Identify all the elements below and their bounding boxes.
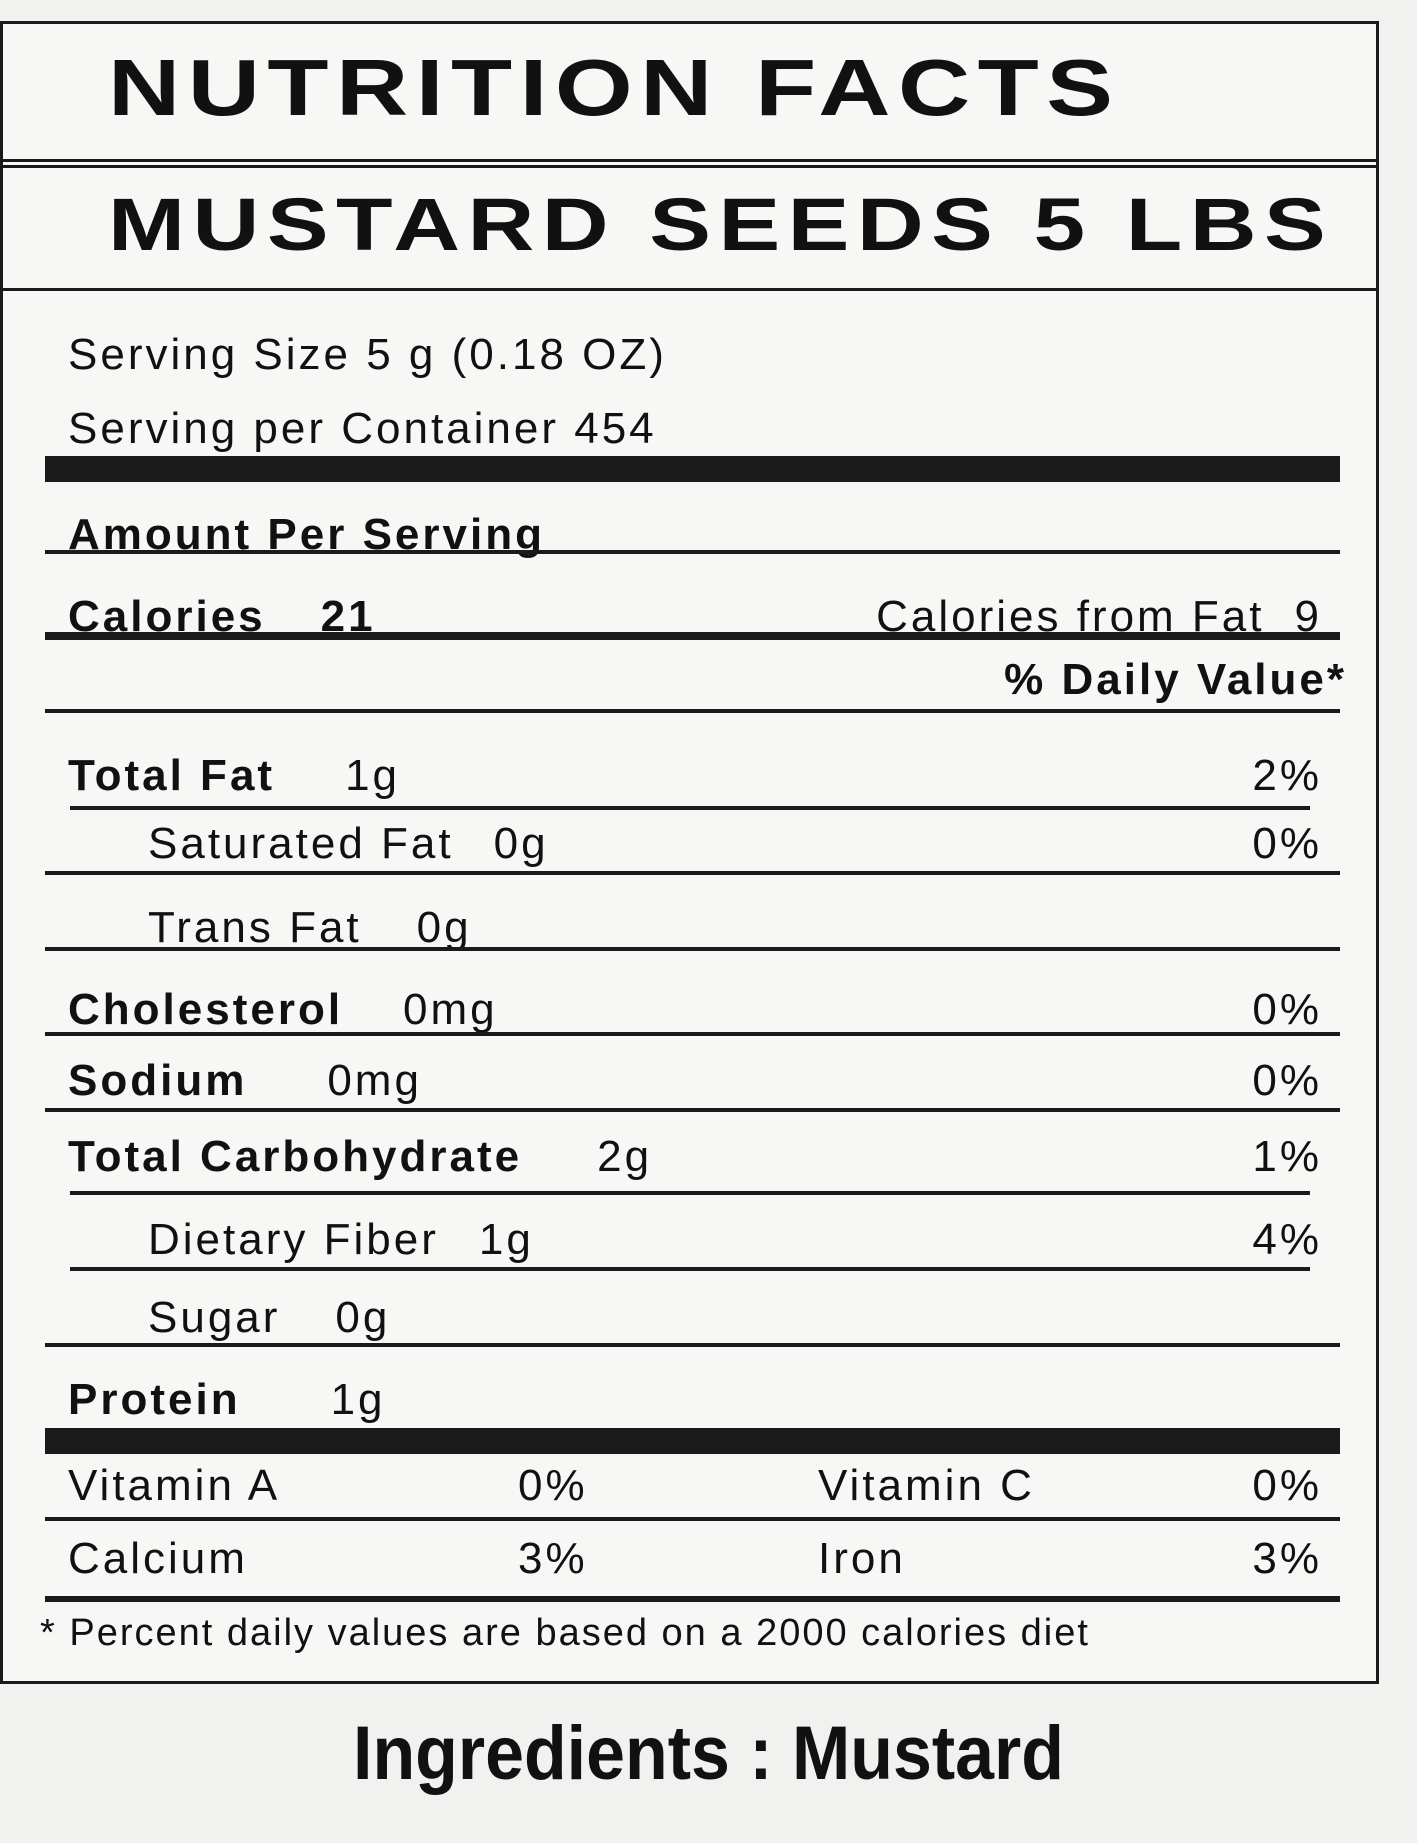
divider-thick (45, 456, 1340, 482)
iron-label: Iron (818, 1534, 906, 1583)
divider (45, 1517, 1340, 1521)
serving-size: Serving Size 5 g (0.18 OZ) (68, 325, 1322, 385)
divider (45, 871, 1340, 875)
nutrient-row: Saturated Fat 0g 0% (148, 814, 1322, 874)
mineral-row: Calcium 3% Iron 3% (68, 1529, 1322, 1589)
vitamin-a-label: Vitamin A (68, 1461, 281, 1510)
divider (70, 1267, 1310, 1271)
divider (45, 1596, 1340, 1602)
nutrient-label: Protein (68, 1375, 241, 1424)
divider (45, 1032, 1340, 1036)
nutrition-facts-label: NUTRITION FACTS MUSTARD SEEDS 5 LBS (0, 21, 1379, 1684)
vitamin-a-dv: 0% (518, 1461, 588, 1510)
nutrient-row: Dietary Fiber 1g 4% (148, 1210, 1322, 1270)
product-band: MUSTARD SEEDS 5 LBS (3, 165, 1376, 291)
nutrient-dv: 0% (1252, 985, 1322, 1034)
servings-per-container: Serving per Container 454 (68, 399, 1322, 459)
footnote: * Percent daily values are based on a 20… (40, 1603, 1322, 1663)
vitamin-c-dv: 0% (1252, 1461, 1322, 1510)
divider (45, 947, 1340, 951)
nutrient-row: Sugar 0g (148, 1288, 1322, 1348)
nutrient-row: Cholesterol 0mg 0% (68, 980, 1322, 1040)
divider (45, 1108, 1340, 1112)
label-title: NUTRITION FACTS (108, 43, 1121, 132)
vitamin-row: Vitamin A 0% Vitamin C 0% (68, 1456, 1322, 1516)
serving-size-text: Serving Size 5 g (0.18 OZ) (68, 330, 667, 379)
nutrient-label: Sodium (68, 1056, 248, 1105)
nutrient-label: Dietary Fiber (148, 1215, 439, 1264)
product-name: MUSTARD SEEDS 5 LBS (108, 183, 1334, 266)
iron-dv: 3% (1252, 1534, 1322, 1583)
nutrient-amount: 0mg (327, 1056, 422, 1105)
nutrient-label: Saturated Fat (148, 819, 454, 868)
footnote-text: * Percent daily values are based on a 20… (40, 1611, 1090, 1654)
nutrient-dv: 0% (1252, 819, 1322, 868)
nutrient-dv: 1% (1252, 1132, 1322, 1181)
nutrient-label: Total Carbohydrate (68, 1132, 523, 1181)
nutrient-amount: 0mg (403, 985, 498, 1034)
nutrient-label: Sugar (148, 1293, 281, 1342)
divider (45, 709, 1340, 713)
divider (70, 1191, 1310, 1195)
ingredients: Ingredients : Mustard (353, 1711, 1064, 1796)
calcium-dv: 3% (518, 1534, 588, 1583)
nutrient-row: Trans Fat 0g (148, 898, 1322, 958)
divider (45, 550, 1340, 554)
divider-thick (45, 1428, 1340, 1454)
nutrient-amount: 1g (345, 751, 401, 800)
nutrient-amount: 1g (478, 1215, 534, 1264)
nutrient-dv: 4% (1252, 1215, 1322, 1264)
nutrient-label: Trans Fat (148, 903, 362, 952)
nutrient-row: Sodium 0mg 0% (68, 1051, 1322, 1111)
nutrient-dv: 0% (1252, 1056, 1322, 1105)
nutrient-amount: 1g (330, 1375, 386, 1424)
nutrient-row: Protein 1g (68, 1370, 1322, 1430)
calcium-label: Calcium (68, 1534, 248, 1583)
daily-value-text: % Daily Value* (1004, 655, 1347, 704)
divider (45, 1343, 1340, 1347)
nutrient-amount: 0g (493, 819, 549, 868)
nutrient-dv: 2% (1252, 751, 1322, 800)
vitamin-c-label: Vitamin C (818, 1461, 1035, 1510)
nutrient-label: Total Fat (68, 751, 276, 800)
nutrient-amount: 0g (416, 903, 472, 952)
divider (45, 632, 1340, 640)
divider (70, 806, 1310, 810)
nutrient-amount: 2g (597, 1132, 653, 1181)
nutrient-amount: 0g (335, 1293, 391, 1342)
nutrient-row: Total Fat 1g 2% (68, 746, 1322, 806)
nutrient-label: Cholesterol (68, 985, 344, 1034)
nutrient-row: Total Carbohydrate 2g 1% (68, 1127, 1322, 1187)
title-band: NUTRITION FACTS (3, 24, 1376, 162)
amount-per-serving: Amount Per Serving (68, 505, 1322, 565)
daily-value-header: % Daily Value* (68, 650, 1347, 710)
servings-text: Serving per Container 454 (68, 404, 657, 453)
